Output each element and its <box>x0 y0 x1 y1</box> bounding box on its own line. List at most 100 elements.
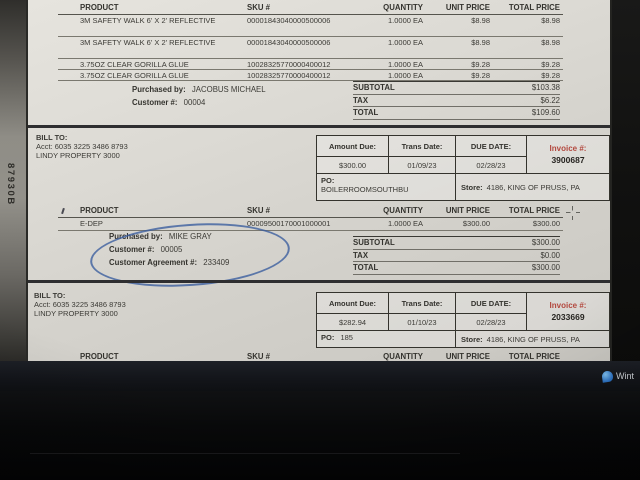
total-price-cell: $8.98 <box>541 38 560 47</box>
tax-value: $6.22 <box>540 95 560 105</box>
total-label: TOTAL <box>353 263 379 273</box>
subtotal-label: SUBTOTAL <box>353 83 395 93</box>
invoice-number-value: 2033669 <box>551 312 585 322</box>
sku-cell: 10028325770000400012 <box>247 60 331 69</box>
table-rule <box>58 58 563 59</box>
quantity-cell: 1.0000 EA <box>387 219 423 228</box>
weather-icon <box>601 369 614 383</box>
column-quantity: QUANTITY <box>383 3 423 12</box>
subtotal-value: $300.00 <box>531 238 560 248</box>
purchased-by-label: Purchased by: <box>132 85 186 94</box>
column-product: PRODUCT <box>80 3 119 12</box>
bill-to-block: BILL TO: Acct: 6035 3225 3486 8793 LINDY… <box>34 291 126 319</box>
customer-agreement-line: Customer Agreement #: 233409 <box>109 258 229 267</box>
store-cell: Store: 4186, KING OF PRUSS, PA <box>456 331 609 347</box>
customer-agreement-value: 233409 <box>203 258 230 267</box>
bill-to-name: LINDY PROPERTY 3000 <box>36 151 120 161</box>
total-price-cell: $300.00 <box>532 219 560 228</box>
product-cell: 3.75OZ CLEAR GORILLA GLUE <box>80 71 189 80</box>
windows-taskbar: O W X A <box>0 361 640 391</box>
bill-to-acct-line: Acct: 6035 3225 3486 8793 <box>34 300 126 309</box>
invoice-number-label: Invoice #: <box>549 144 587 153</box>
laptop-bezel <box>0 391 640 480</box>
total-price-cell: $9.28 <box>541 71 560 80</box>
po-cell: PO: 185 <box>317 331 456 347</box>
acct-value: 6035 3225 3486 8793 <box>52 300 126 310</box>
product-cell: 3M SAFETY WALK 6' X 2' REFLECTIVE <box>80 38 216 47</box>
subtotal-label: SUBTOTAL <box>353 238 395 248</box>
po-value: 185 <box>340 333 353 342</box>
bezel-edge-line <box>30 453 460 454</box>
purchased-by-value: JACOBUS MICHAEL <box>191 85 266 94</box>
column-product: PRODUCT <box>80 352 119 361</box>
customer-number-value: 00004 <box>183 98 206 107</box>
po-label: PO: <box>321 176 335 185</box>
customer-number-line: Customer #: 00005 <box>109 245 182 254</box>
tax-label: TAX <box>353 250 369 260</box>
subtotal-row: SUBTOTAL $300.00 <box>353 237 560 250</box>
due-date-value: 02/28/23 <box>456 314 527 331</box>
store-label: Store: <box>461 334 483 344</box>
quantity-cell: 1.0000 EA <box>387 16 423 25</box>
subtotal-value: $103.38 <box>531 83 560 93</box>
column-unit-price: UNIT PRICE <box>445 206 490 215</box>
due-date-header: DUE DATE: <box>456 136 527 157</box>
trans-date-header: Trans Date: <box>389 136 456 157</box>
paper-left-edge <box>0 0 26 361</box>
column-total-price: TOTAL PRICE <box>508 206 560 215</box>
amount-due-header: Amount Due: <box>317 293 389 314</box>
amount-due-header: Amount Due: <box>317 136 389 157</box>
po-label: PO: <box>321 333 335 342</box>
tax-row: TAX $6.22 <box>353 95 560 107</box>
total-value: $109.60 <box>531 108 560 118</box>
acct-label: Acct: <box>36 142 53 152</box>
weather-label: Wint <box>616 371 634 381</box>
screen-right-bezel <box>612 0 640 361</box>
section-divider <box>28 125 610 128</box>
bill-to-label: BILL TO: <box>34 291 66 300</box>
store-label: Store: <box>461 182 483 192</box>
customer-agreement-label: Customer Agreement #: <box>109 258 198 267</box>
subtotal-row: SUBTOTAL $103.38 <box>353 82 560 95</box>
tax-value: $0.00 <box>540 250 560 260</box>
invoice-summary-table: Amount Due: Trans Date: DUE DATE: Invoic… <box>316 292 610 348</box>
purchased-by-line: Purchased by: MIKE GRAY <box>109 232 212 241</box>
totals-block: SUBTOTAL $300.00 TAX $0.00 TOTAL $300.00 <box>353 236 560 275</box>
purchased-by-value: MIKE GRAY <box>168 232 212 241</box>
total-row: TOTAL $109.60 <box>353 107 560 120</box>
due-date-header: DUE DATE: <box>456 293 527 314</box>
unit-price-cell: $8.98 <box>471 16 490 25</box>
amount-due-value: $282.94 <box>317 314 389 331</box>
trans-date-value: 01/09/23 <box>389 157 456 174</box>
table-rule <box>58 69 563 70</box>
trans-date-header: Trans Date: <box>389 293 456 314</box>
unit-price-cell: $9.28 <box>471 60 490 69</box>
table-rule <box>58 217 563 219</box>
table-rule <box>58 14 563 16</box>
bill-to-acct-line: Acct: 6035 3225 3486 8793 <box>36 142 128 151</box>
totals-block: SUBTOTAL $103.38 TAX $6.22 TOTAL $109.60 <box>353 81 560 120</box>
invoice-number-cell: Invoice #: 2033669 <box>527 293 609 331</box>
quantity-cell: 1.0000 EA <box>387 38 423 47</box>
tax-row: TAX $0.00 <box>353 250 560 262</box>
table-rule <box>58 230 563 231</box>
po-cell: PO: BOILERROOMSOUTHBU <box>317 174 456 200</box>
invoice-number-cell: Invoice #: 3900687 <box>527 136 609 174</box>
unit-price-cell: $8.98 <box>471 38 490 47</box>
column-total-price: TOTAL PRICE <box>508 3 560 12</box>
column-sku: SKU # <box>247 206 270 215</box>
column-product: PRODUCT <box>80 206 119 215</box>
table-rule <box>58 80 563 81</box>
invoice-document: PRODUCT SKU # QUANTITY UNIT PRICE TOTAL … <box>26 0 612 361</box>
tax-label: TAX <box>353 95 369 105</box>
customer-number-label: Customer #: <box>109 245 155 254</box>
customer-number-value: 00005 <box>160 245 183 254</box>
column-quantity: QUANTITY <box>383 206 423 215</box>
weather-widget[interactable]: Wint <box>601 361 634 391</box>
sku-cell: 00009500170001000001 <box>247 219 331 228</box>
store-cell: Store: 4186, KING OF PRUSS, PA <box>456 174 609 200</box>
sku-cell: 00001843040000500006 <box>247 16 331 25</box>
column-unit-price: UNIT PRICE <box>445 3 490 12</box>
section-divider <box>28 280 610 283</box>
